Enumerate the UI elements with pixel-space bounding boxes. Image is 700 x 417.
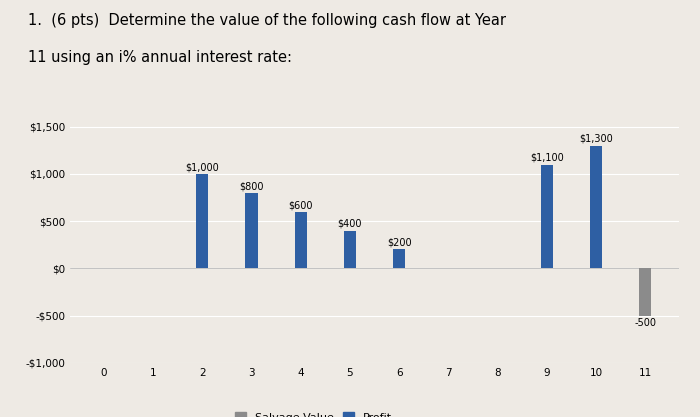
Text: -500: -500 — [634, 318, 656, 328]
Bar — [540, 165, 553, 269]
Bar — [393, 249, 405, 269]
Text: $400: $400 — [337, 219, 362, 229]
Text: $1,000: $1,000 — [186, 162, 219, 172]
Text: $600: $600 — [288, 200, 313, 210]
Text: $800: $800 — [239, 181, 264, 191]
Bar — [590, 146, 602, 269]
Legend: Salvage Value, Profit: Salvage Value, Profit — [231, 408, 396, 417]
Text: $1,100: $1,100 — [530, 153, 564, 163]
Bar — [295, 212, 307, 269]
Bar — [639, 269, 651, 316]
Bar — [245, 193, 258, 269]
Bar — [196, 174, 209, 269]
Bar — [344, 231, 356, 269]
Text: $200: $200 — [387, 238, 412, 248]
Text: 11 using an i% annual interest rate:: 11 using an i% annual interest rate: — [28, 50, 292, 65]
Text: $1,300: $1,300 — [579, 134, 612, 144]
Text: 1.  (6 pts)  Determine the value of the following cash flow at Year: 1. (6 pts) Determine the value of the fo… — [28, 13, 506, 28]
